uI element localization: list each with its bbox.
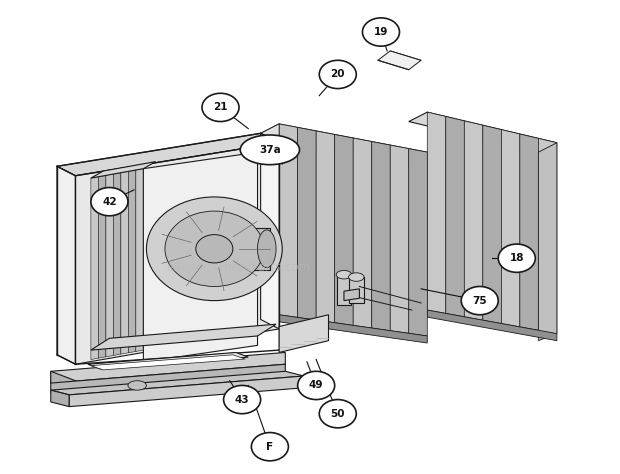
Polygon shape: [51, 364, 285, 392]
Text: 37a: 37a: [259, 145, 281, 155]
Text: 20: 20: [330, 69, 345, 80]
Polygon shape: [446, 117, 464, 317]
Polygon shape: [51, 353, 285, 383]
Circle shape: [498, 244, 535, 273]
Text: 42: 42: [102, 197, 117, 207]
Polygon shape: [538, 143, 557, 341]
Polygon shape: [344, 289, 360, 301]
Polygon shape: [353, 138, 372, 328]
Polygon shape: [316, 131, 335, 323]
Ellipse shape: [165, 211, 264, 286]
Polygon shape: [337, 275, 352, 305]
Polygon shape: [88, 353, 248, 369]
Polygon shape: [76, 143, 279, 364]
Polygon shape: [409, 112, 557, 152]
Circle shape: [251, 433, 288, 461]
Ellipse shape: [146, 197, 282, 301]
Circle shape: [319, 400, 356, 428]
Polygon shape: [254, 228, 270, 270]
Ellipse shape: [336, 271, 352, 279]
Polygon shape: [390, 145, 409, 333]
Circle shape: [319, 60, 356, 89]
Polygon shape: [502, 129, 520, 327]
Polygon shape: [538, 138, 557, 334]
Polygon shape: [51, 390, 69, 407]
Text: 21: 21: [213, 102, 228, 112]
Circle shape: [91, 188, 128, 216]
Polygon shape: [106, 174, 113, 357]
Polygon shape: [51, 371, 304, 395]
Polygon shape: [260, 133, 279, 329]
Polygon shape: [378, 51, 421, 70]
Polygon shape: [372, 142, 390, 331]
Ellipse shape: [241, 135, 299, 164]
Polygon shape: [483, 125, 502, 323]
Polygon shape: [91, 355, 245, 370]
Ellipse shape: [196, 235, 233, 263]
Polygon shape: [260, 124, 279, 327]
Polygon shape: [298, 128, 316, 320]
Text: 50: 50: [330, 409, 345, 419]
Polygon shape: [279, 315, 427, 343]
Polygon shape: [91, 177, 99, 359]
Polygon shape: [349, 277, 364, 303]
Polygon shape: [136, 169, 143, 351]
Circle shape: [224, 385, 260, 414]
Text: F: F: [267, 442, 273, 452]
Polygon shape: [260, 124, 427, 162]
Text: 18: 18: [510, 253, 524, 263]
Polygon shape: [99, 175, 106, 358]
Polygon shape: [427, 310, 557, 341]
Polygon shape: [57, 133, 279, 176]
Text: 75: 75: [472, 296, 487, 306]
Polygon shape: [279, 315, 329, 353]
Polygon shape: [279, 124, 298, 318]
Ellipse shape: [257, 230, 276, 268]
Polygon shape: [69, 376, 304, 407]
Text: 43: 43: [235, 394, 249, 405]
Text: 19: 19: [374, 27, 388, 37]
Polygon shape: [464, 121, 483, 320]
Polygon shape: [121, 172, 128, 354]
Text: 49: 49: [309, 381, 324, 391]
Polygon shape: [51, 371, 76, 392]
Polygon shape: [409, 149, 427, 336]
Circle shape: [298, 371, 335, 400]
Polygon shape: [91, 162, 156, 178]
Text: eReplacementParts.com: eReplacementParts.com: [167, 261, 311, 274]
Polygon shape: [91, 324, 276, 350]
Polygon shape: [113, 173, 121, 356]
Circle shape: [461, 286, 498, 315]
Polygon shape: [335, 135, 353, 325]
Polygon shape: [143, 152, 257, 362]
Polygon shape: [128, 170, 136, 353]
Circle shape: [202, 93, 239, 121]
Ellipse shape: [128, 381, 146, 390]
Ellipse shape: [348, 273, 364, 281]
Polygon shape: [57, 166, 76, 364]
Circle shape: [363, 18, 399, 46]
Polygon shape: [520, 134, 538, 330]
Polygon shape: [427, 112, 446, 313]
